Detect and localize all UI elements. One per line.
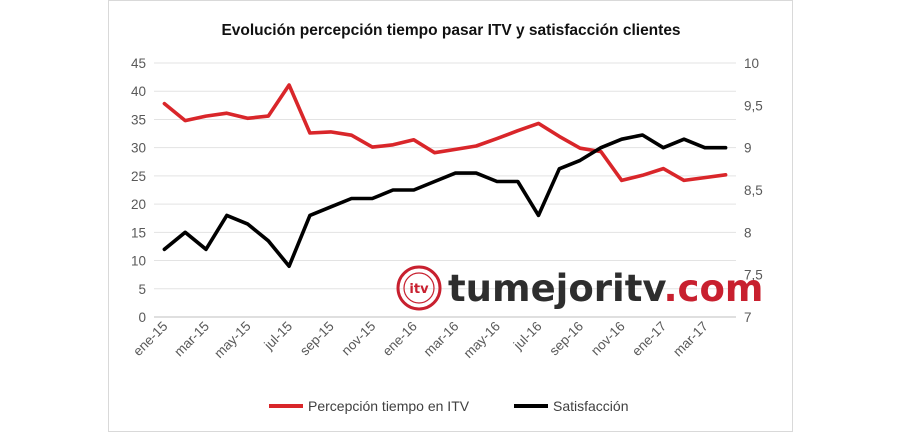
x-tick-label: nov-15	[339, 319, 379, 359]
x-axis-ticks: ene-15 mar-15 may-15 jul-15 sep-15 nov-15 ene-…	[130, 319, 711, 361]
x-tick-label: ene-16	[380, 319, 420, 359]
x-tick-label: may-15	[211, 319, 253, 361]
right-tick-label: 9,5	[744, 98, 763, 113]
watermark-logo: itv tumejoritv.com	[396, 265, 763, 311]
legend-label-percepcion: Percepción tiempo en ITV	[308, 398, 470, 414]
left-tick-label: 0	[138, 310, 146, 325]
watermark-text: tumejoritv.com	[448, 267, 763, 310]
left-tick-label: 15	[131, 225, 146, 240]
x-tick-label: sep-15	[297, 319, 337, 359]
left-tick-label: 20	[131, 197, 146, 212]
x-tick-label: mar-15	[171, 319, 212, 360]
x-tick-label: may-16	[461, 319, 503, 361]
right-tick-label: 10	[744, 56, 759, 71]
right-tick-label: 7	[744, 310, 752, 325]
emblem-text: itv	[409, 282, 429, 297]
right-tick-label: 9	[744, 141, 752, 156]
x-tick-label: jul-15	[261, 319, 296, 354]
right-tick-label: 8,5	[744, 183, 763, 198]
watermark-text-domain: .com	[664, 267, 764, 310]
chart-title: Evolución percepción tiempo pasar ITV y …	[221, 22, 680, 39]
left-axis-ticks: 0 5 10 15 20 25 30 35 40 45	[131, 56, 146, 325]
legend: Percepción tiempo en ITV Satisfacción	[269, 398, 628, 414]
line-chart: Evolución percepción tiempo pasar ITV y …	[130, 22, 763, 414]
itv-emblem-icon: itv	[396, 265, 442, 311]
right-tick-label: 7,5	[744, 268, 763, 283]
x-tick-label: ene-17	[629, 319, 669, 359]
series-line-satisfaccion	[162, 133, 728, 269]
chart-frame: Evolución percepción tiempo pasar ITV y …	[108, 0, 793, 432]
left-tick-label: 30	[131, 141, 146, 156]
x-tick-label: ene-15	[130, 319, 170, 359]
series-line-percepcion	[162, 83, 728, 183]
left-tick-label: 10	[131, 254, 146, 269]
left-tick-label: 35	[131, 112, 146, 127]
left-tick-label: 45	[131, 56, 146, 71]
right-axis-ticks: 7 7,5 8 8,5 9 9,5 10	[744, 56, 763, 325]
left-tick-label: 25	[131, 169, 146, 184]
x-tick-label: nov-16	[588, 319, 628, 359]
x-tick-label: mar-17	[670, 319, 711, 360]
watermark-text-main: tumejoritv	[448, 267, 666, 310]
left-tick-label: 5	[138, 282, 146, 297]
x-tick-label: mar-16	[421, 319, 462, 360]
x-tick-label: sep-16	[546, 319, 586, 359]
left-tick-label: 40	[131, 84, 146, 99]
legend-label-satisfaccion: Satisfacción	[553, 398, 628, 414]
x-tick-label: jul-16	[510, 319, 545, 354]
right-tick-label: 8	[744, 225, 752, 240]
series-lines	[162, 83, 728, 269]
